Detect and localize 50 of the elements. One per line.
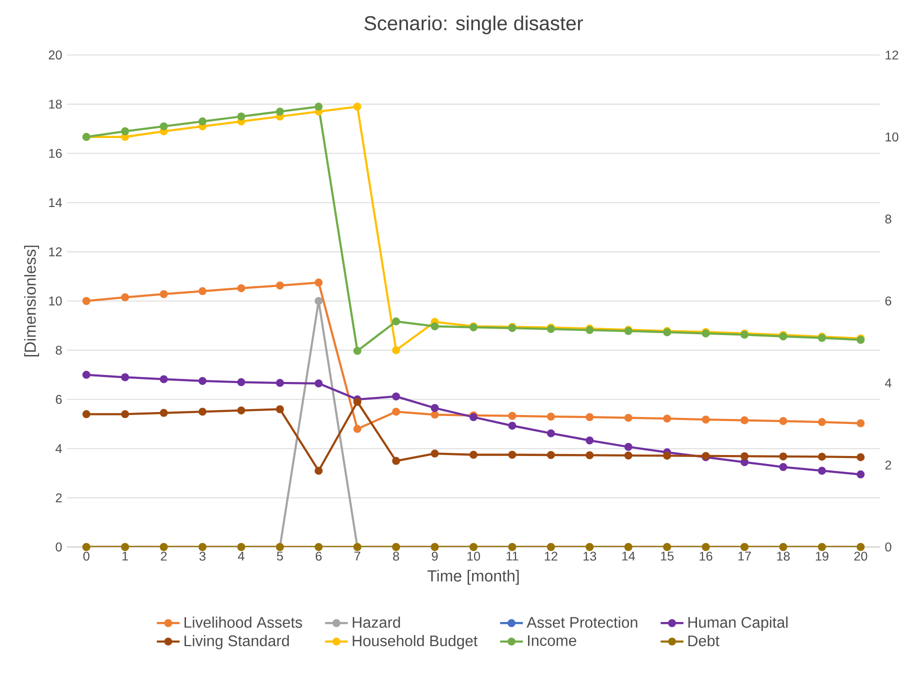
- x-tick-label: 18: [777, 552, 790, 561]
- y-tick-label: 4: [56, 444, 62, 453]
- legend-label: Household Budget: [352, 635, 478, 650]
- x-tick-label: 2: [160, 552, 167, 561]
- y-tick-label: 0: [56, 542, 62, 552]
- y-tick-label: 8: [56, 346, 62, 355]
- y-tick-label: 10: [49, 296, 62, 306]
- legend-label: Livelihood Assets: [184, 616, 302, 628]
- y-tick-label: 14: [49, 198, 62, 207]
- y-axis-title: [Dimensionless]: [24, 246, 40, 356]
- x-tick-label: 3: [199, 552, 206, 561]
- y-tick-label: 18: [49, 100, 62, 109]
- x-tick-label: 9: [432, 552, 438, 561]
- y2-tick-label: 10: [886, 132, 898, 142]
- x-tick-label: 15: [660, 552, 674, 561]
- legend-label: Human Capital: [688, 616, 788, 631]
- legend-label: Hazard: [352, 616, 400, 628]
- x-tick-label: 0: [83, 552, 90, 561]
- x-tick-label: 10: [467, 552, 480, 561]
- chart-title: Scenario: single disaster: [364, 16, 583, 34]
- x-tick-label: 7: [354, 552, 360, 560]
- x-tick-label: 12: [544, 552, 558, 561]
- x-tick-label: 13: [584, 552, 596, 561]
- y2-tick-label: 6: [885, 296, 892, 306]
- y-tick-label: 20: [48, 50, 62, 60]
- legend-label: Income: [528, 635, 576, 646]
- y-tick-label: 16: [49, 148, 62, 158]
- x-tick-label: 14: [622, 552, 636, 560]
- y2-tick-label: 0: [885, 542, 892, 552]
- legend-label: Asset Protection: [526, 616, 638, 628]
- x-tick-label: 19: [816, 552, 828, 561]
- legend-label: Living Standard: [184, 635, 289, 650]
- x-tick-label: 5: [276, 552, 283, 561]
- y-tick-label: 12: [49, 247, 62, 256]
- legend-label: Debt: [688, 635, 720, 646]
- y2-tick-label: 12: [886, 50, 898, 60]
- x-tick-label: 6: [316, 552, 322, 561]
- x-tick-label: 1: [122, 552, 128, 560]
- x-tick-label: 20: [854, 552, 868, 561]
- x-tick-label: 16: [700, 552, 712, 561]
- x-tick-label: 4: [238, 552, 244, 560]
- y2-tick-label: 2: [885, 460, 892, 470]
- y-tick-label: 2: [56, 493, 62, 502]
- y2-tick-label: 4: [885, 378, 892, 388]
- x-tick-label: 11: [506, 552, 518, 560]
- x-tick-label: 17: [738, 552, 751, 560]
- x-tick-label: 8: [393, 552, 400, 561]
- y-tick-label: 6: [56, 394, 62, 404]
- x-axis-title: Time [month]: [427, 570, 519, 585]
- y2-tick-label: 8: [885, 214, 892, 224]
